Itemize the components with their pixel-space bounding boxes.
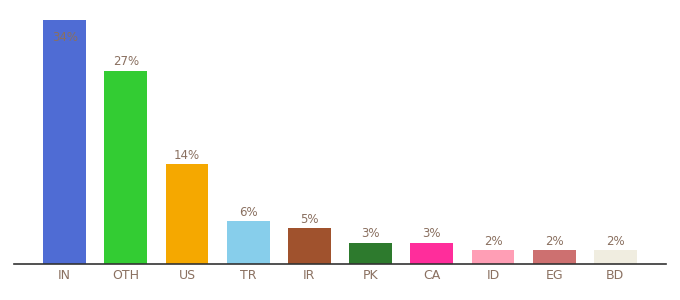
Bar [349, 242, 392, 264]
Text: 5%: 5% [300, 213, 319, 226]
Bar [105, 70, 148, 264]
Text: 14%: 14% [174, 148, 200, 161]
Text: 27%: 27% [113, 55, 139, 68]
Bar [594, 250, 636, 264]
Bar [471, 250, 514, 264]
Text: 3%: 3% [422, 227, 441, 240]
Text: 34%: 34% [52, 31, 78, 44]
Text: 6%: 6% [239, 206, 258, 219]
Bar [410, 242, 453, 264]
Text: 2%: 2% [483, 235, 503, 248]
Bar [166, 164, 209, 264]
Bar [227, 221, 270, 264]
Text: 2%: 2% [545, 235, 564, 248]
Text: 3%: 3% [361, 227, 380, 240]
Text: 2%: 2% [606, 235, 625, 248]
Bar [532, 250, 575, 264]
Bar [288, 228, 331, 264]
Bar [44, 20, 86, 264]
